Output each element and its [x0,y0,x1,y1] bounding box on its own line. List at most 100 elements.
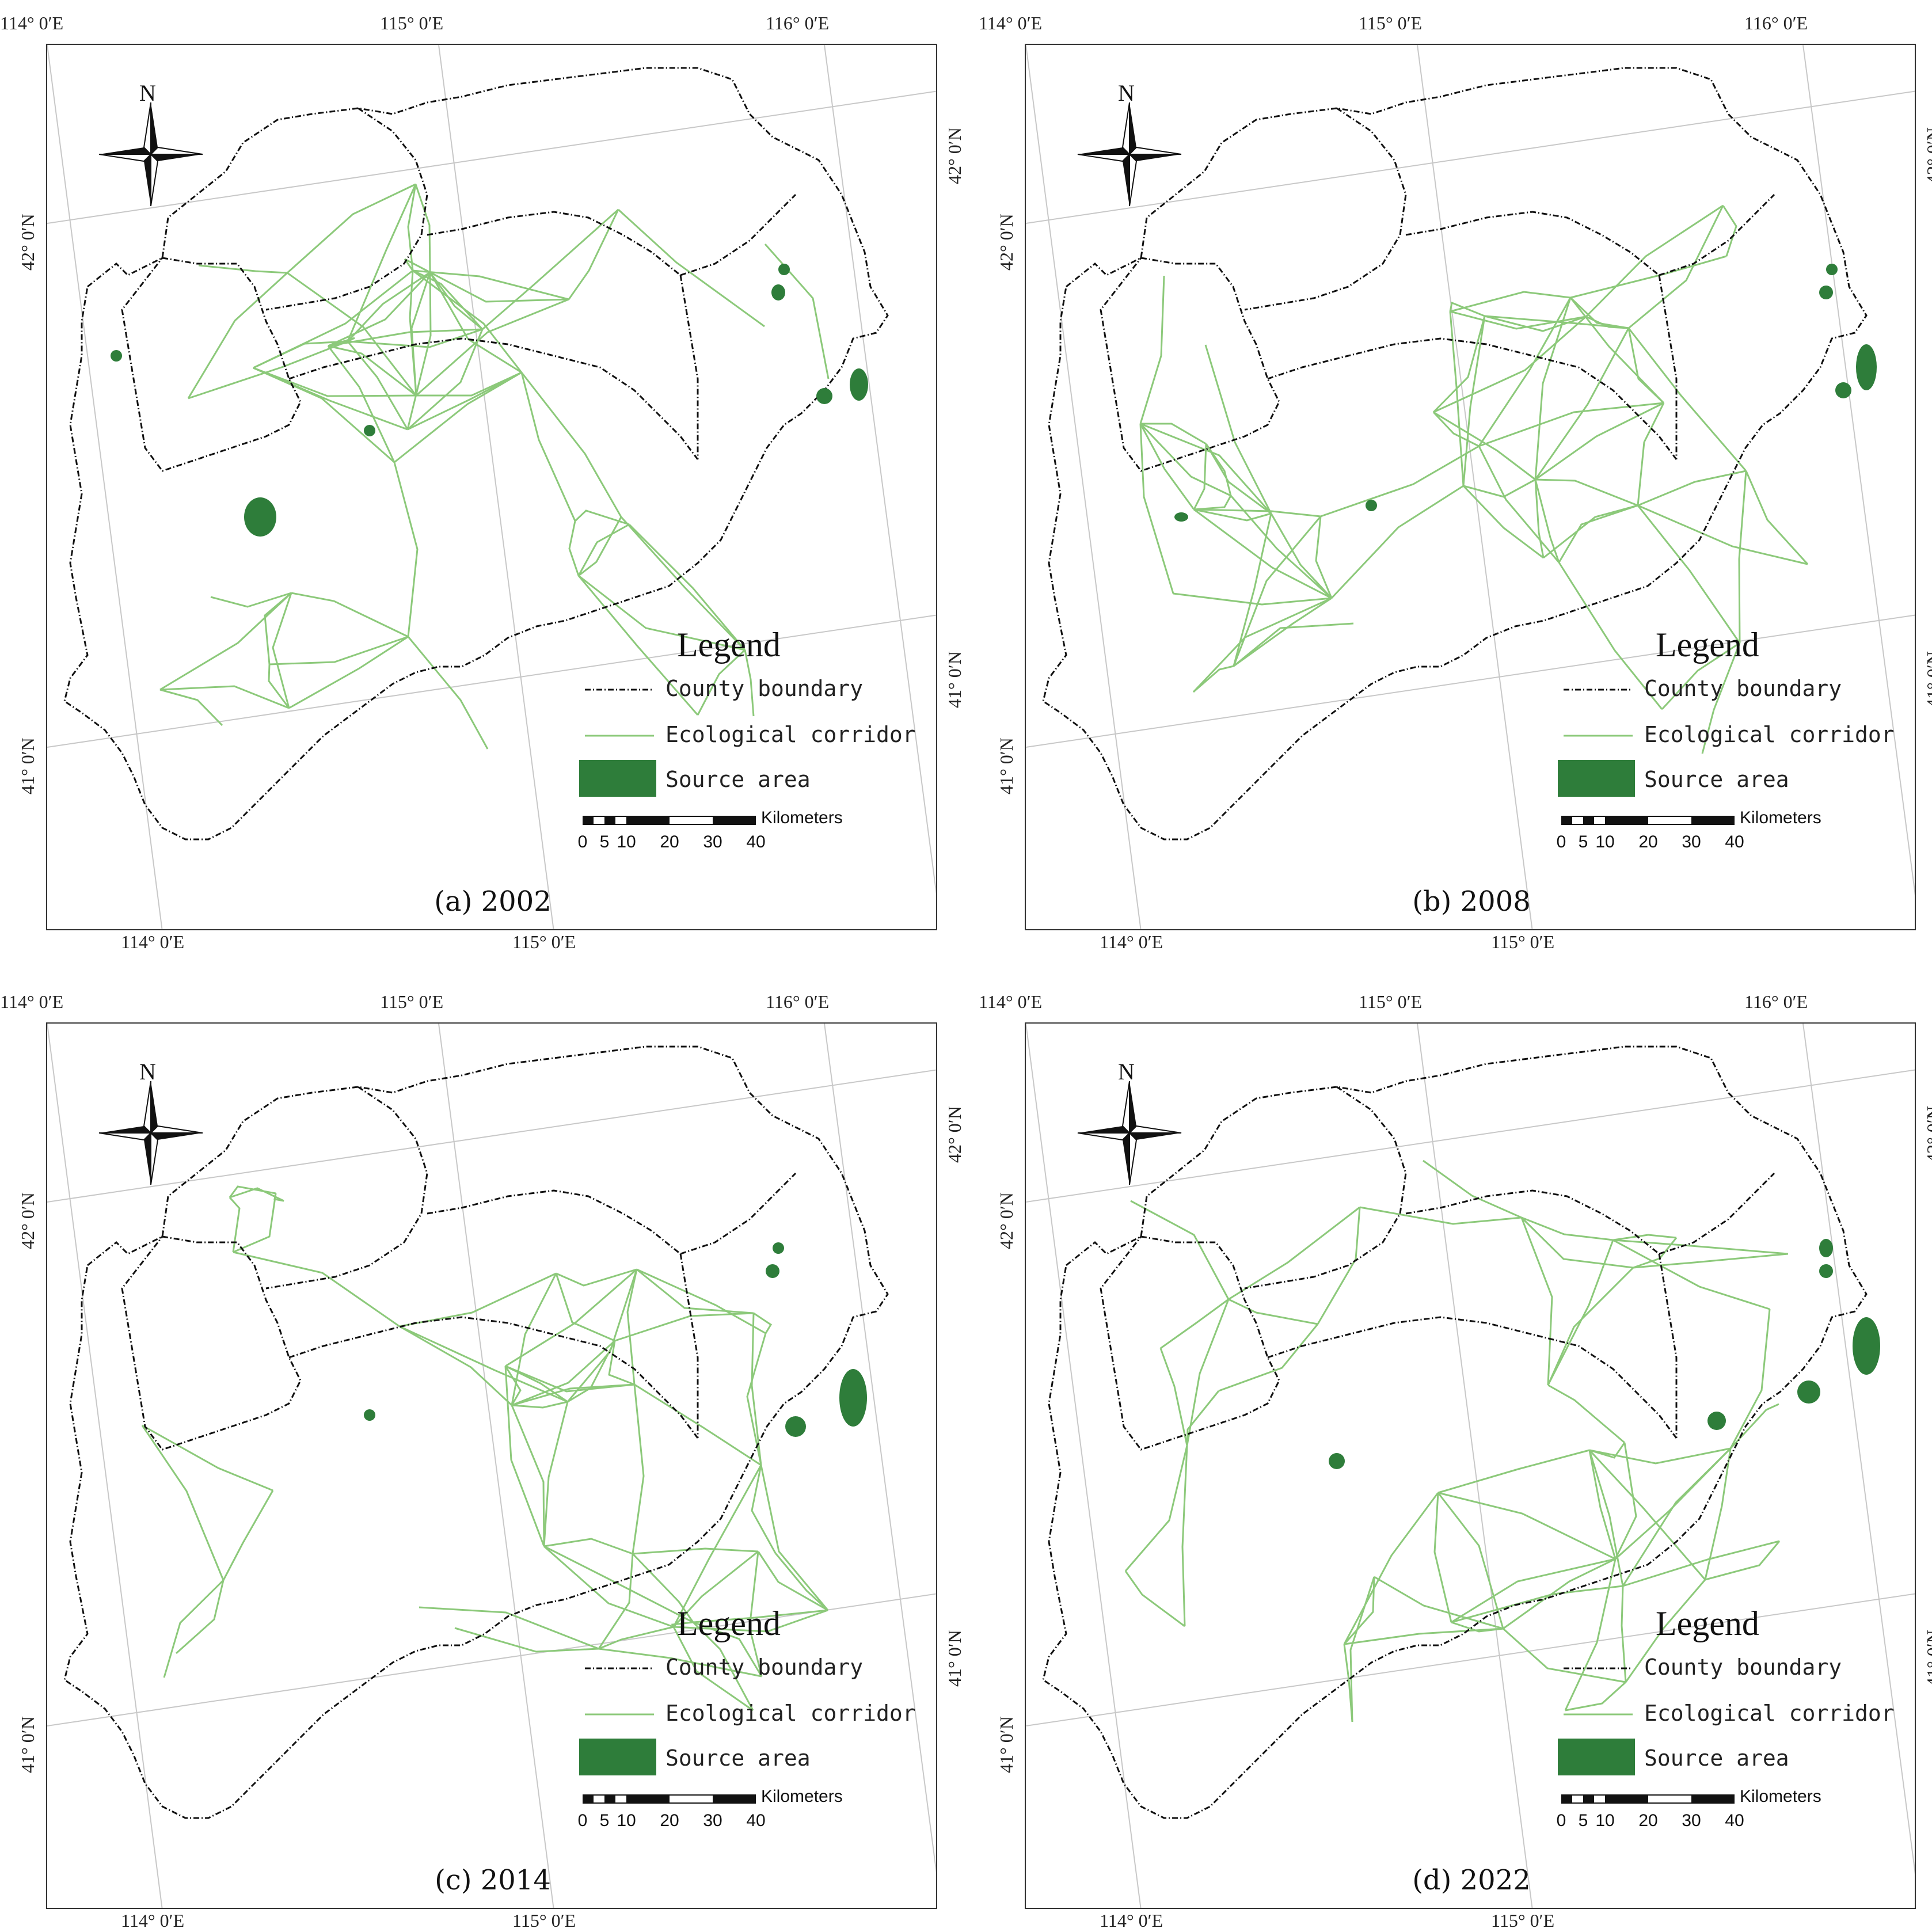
map-canvas [47,1024,936,1908]
legend-label: County boundary [665,1655,864,1680]
graticule-lat-42 [47,1069,936,1203]
lon-label-top: 115° 0′E [380,13,444,33]
ecological-corridor [1437,1449,1590,1494]
ecological-corridor [188,340,348,400]
ecological-corridor [1330,485,1464,599]
source-area [244,497,276,537]
ecological-corridor [693,1609,828,1623]
scale-tick: 10 [1595,832,1615,851]
source-area [1819,1239,1833,1257]
map-panel-d: 114° 0′E 115° 0′E 116° 0′E 114° 0′E 115°… [979,979,1932,1931]
ecological-corridor [1320,445,1480,518]
county-boundary [63,67,889,841]
scale-bar-graphic [583,816,756,825]
county-boundary [1042,67,1868,841]
county-boundary [1659,1172,1775,1255]
ecological-corridor [628,523,746,651]
ecological-corridor [1535,478,1638,507]
ecological-corridor [620,516,746,651]
ecological-corridor [159,685,290,709]
source-area [1856,344,1877,390]
ecological-corridor [1449,301,1485,317]
scale-units: Kilometers [761,808,843,827]
ecological-corridor [1218,1324,1319,1392]
ecological-corridor [269,636,409,665]
ecological-corridor [1437,1492,1616,1560]
scale-tick: 10 [617,832,636,851]
ecological-corridor [1588,1450,1624,1587]
county-boundary [1658,1253,1678,1438]
ecological-corridor [672,1626,754,1712]
lon-label-bottom: 114° 0′E [121,1910,185,1931]
lon-label-top: 115° 0′E [1359,13,1423,33]
county-boundary [288,337,699,460]
source-area [111,350,122,362]
graticule-lat-41 [1026,614,1915,748]
ecological-corridor [412,269,569,301]
lon-label-bottom: 115° 0′E [1491,1910,1555,1931]
county-boundary [679,275,699,459]
ecological-corridor [1437,1492,1504,1629]
north-arrow-icon [98,102,203,207]
corridor-symbol-icon [1564,1713,1633,1716]
ecological-corridor [347,271,431,343]
ecological-corridor [1193,665,1234,693]
source-symbol-icon [1558,760,1635,797]
scale-bar: Kilometers 0 5 10 20 30 40 [1557,808,1849,861]
ecological-corridor [399,1325,568,1403]
ecological-corridor [1205,443,1272,515]
county-boundary [121,1235,302,1451]
ecological-corridor [1140,423,1272,514]
lon-label-top: 115° 0′E [380,991,444,1012]
map-frame: N Legend County boun [1025,1022,1916,1909]
ecological-corridor [757,1551,828,1611]
graticule-lat-42 [1026,90,1915,224]
lon-label-bottom: 115° 0′E [1491,931,1555,952]
map-panel-b: 114° 0′E 115° 0′E 116° 0′E 114° 0′E 115°… [979,0,1932,952]
ecological-corridor [511,1405,545,1547]
boundary-symbol-icon [1564,689,1633,691]
ecological-corridor [1344,1627,1504,1645]
ecological-corridor [1451,1558,1616,1623]
scale-tick: 40 [746,832,766,851]
ecological-corridor [1558,504,1638,563]
ecological-corridor [634,1383,762,1466]
lat-label-left: 42° 0′N [996,214,1017,271]
map-panel-c: 114° 0′E 115° 0′E 116° 0′E 114° 0′E 115°… [0,979,965,1931]
ecological-corridor [1343,1644,1353,1722]
county-boundary [63,1045,889,1819]
ecological-corridor [233,1193,277,1253]
ecological-corridor [1729,1309,1771,1449]
ecological-corridor [543,1401,569,1547]
ecological-corridor [1173,592,1332,606]
lat-label-left: 41° 0′N [996,737,1017,794]
ecological-corridor [1462,485,1544,559]
map-canvas [47,45,936,929]
ecological-corridor [1534,328,1630,480]
county-boundary [680,193,797,276]
ecological-corridor [1547,1239,1614,1386]
scale-tick: 5 [599,1811,610,1830]
ecological-corridor [1637,402,1665,506]
ecological-corridor [1627,328,1747,471]
lon-label-bottom: 114° 0′E [1100,1910,1163,1931]
ecological-corridor [1130,1200,1230,1300]
ecological-corridor [1621,1585,1627,1683]
county-boundary [1267,1316,1678,1439]
source-symbol-icon [579,1739,656,1775]
ecological-corridor [753,1312,773,1334]
ecological-corridor [1423,1159,1522,1219]
ecological-corridor [233,1251,400,1328]
ecological-corridor [1585,204,1724,318]
ecological-corridor [1139,423,1231,497]
legend-label: County boundary [1644,676,1842,701]
ecological-corridor [1625,1579,1706,1683]
ecological-corridor [229,1185,276,1198]
ecological-corridor [1233,622,1354,667]
ecological-corridor [429,271,569,303]
legend-item-ecological-corridor: Ecological corridor [579,1697,936,1732]
lat-label-right: 42° 0′N [944,127,965,184]
legend-item-ecological-corridor: Ecological corridor [579,718,936,753]
county-boundary [1405,211,1660,276]
panel-caption: (b) 2008 [1412,885,1531,918]
